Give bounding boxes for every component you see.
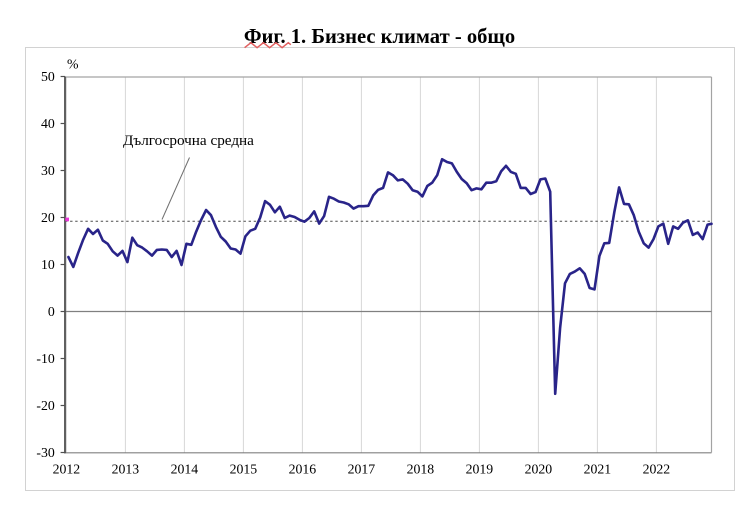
svg-text:0: 0 [48,304,55,319]
svg-text:20: 20 [41,210,55,225]
svg-text:-20: -20 [36,398,54,413]
svg-text:2015: 2015 [230,462,258,477]
svg-text:50: 50 [41,69,55,84]
svg-text:%: % [67,57,79,72]
svg-text:2013: 2013 [112,462,140,477]
svg-text:2016: 2016 [289,462,317,477]
svg-text:40: 40 [41,116,55,131]
svg-text:-30: -30 [36,445,54,460]
svg-text:Дългосрочна средна: Дългосрочна средна [123,132,254,149]
svg-text:2020: 2020 [525,462,553,477]
svg-text:2018: 2018 [407,462,435,477]
svg-text:30: 30 [41,163,55,178]
svg-text:2021: 2021 [584,462,612,477]
svg-text:-10: -10 [36,351,54,366]
svg-text:2019: 2019 [466,462,494,477]
svg-text:2022: 2022 [643,462,671,477]
svg-text:10: 10 [41,257,55,272]
svg-text:2014: 2014 [171,462,199,477]
svg-text:2012: 2012 [53,462,81,477]
svg-text:2017: 2017 [348,462,376,477]
